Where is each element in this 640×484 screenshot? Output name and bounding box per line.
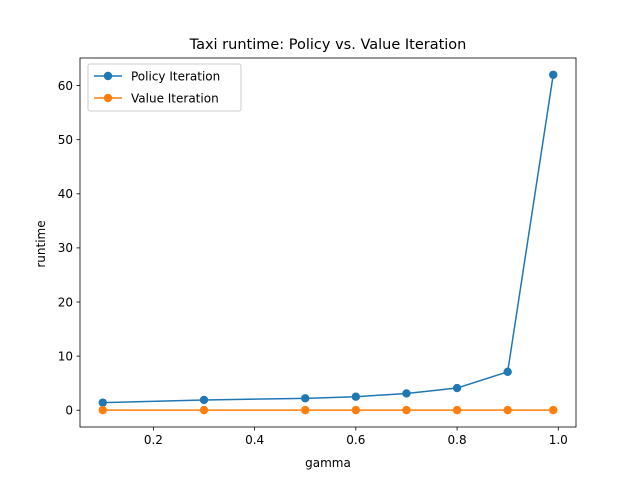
y-tick-label: 40 — [58, 187, 73, 201]
data-point-policy-iteration — [351, 392, 361, 401]
data-point-policy-iteration — [199, 395, 209, 405]
y-tick-label: 20 — [58, 295, 73, 309]
x-tick-label: 0.2 — [144, 433, 163, 447]
data-point-value-iteration — [549, 405, 558, 415]
data-point-policy-iteration — [402, 389, 411, 398]
series-policy-iteration — [98, 70, 558, 407]
data-point-policy-iteration — [301, 394, 310, 403]
y-tick-label: 50 — [58, 133, 73, 147]
legend-entry-value-iteration: Value Iteration — [94, 91, 219, 105]
series-line-policy-iteration — [102, 74, 554, 404]
y-tick-label: 10 — [58, 349, 73, 363]
x-tick-label: 0.4 — [245, 433, 264, 447]
data-point-value-iteration — [452, 405, 462, 415]
data-point-value-iteration — [402, 405, 411, 415]
x-axis-label: gamma — [305, 456, 351, 470]
data-point-policy-iteration — [503, 367, 512, 377]
data-point-value-iteration — [503, 405, 512, 415]
legend-marker — [103, 93, 113, 103]
legend-marker — [103, 71, 113, 81]
series-value-iteration — [98, 405, 558, 415]
x-axis-ticks: 0.2 0.4 0.6 0.8 1.0 — [144, 427, 568, 447]
chart-title: Taxi runtime: Policy vs. Value Iteration — [189, 37, 467, 53]
legend-label: Policy Iteration — [131, 69, 220, 83]
y-axis-label: runtime — [34, 220, 48, 267]
x-tick-label: 0.6 — [346, 433, 365, 447]
data-point-policy-iteration — [452, 383, 462, 393]
axes-frame — [79, 57, 577, 428]
y-tick-label: 60 — [58, 79, 73, 93]
data-point-value-iteration — [301, 405, 310, 415]
y-axis-ticks: 0 10 20 30 40 50 60 — [58, 79, 80, 418]
y-tick-label: 30 — [58, 241, 73, 255]
legend: Policy Iteration Value Iteration — [87, 63, 242, 112]
legend-entries: Policy Iteration Value Iteration — [94, 69, 220, 105]
legend-label: Value Iteration — [131, 91, 219, 105]
y-tick-label: 0 — [65, 404, 73, 418]
data-point-value-iteration — [351, 405, 361, 415]
data-point-value-iteration — [199, 405, 209, 415]
x-tick-label: 1.0 — [549, 433, 568, 447]
plot-area — [98, 70, 558, 415]
legend-box — [87, 63, 242, 112]
x-tick-label: 0.8 — [448, 433, 467, 447]
legend-entry-policy-iteration: Policy Iteration — [94, 69, 220, 83]
data-point-policy-iteration — [549, 70, 558, 79]
data-point-value-iteration — [98, 405, 107, 415]
data-point-policy-iteration — [98, 398, 107, 407]
